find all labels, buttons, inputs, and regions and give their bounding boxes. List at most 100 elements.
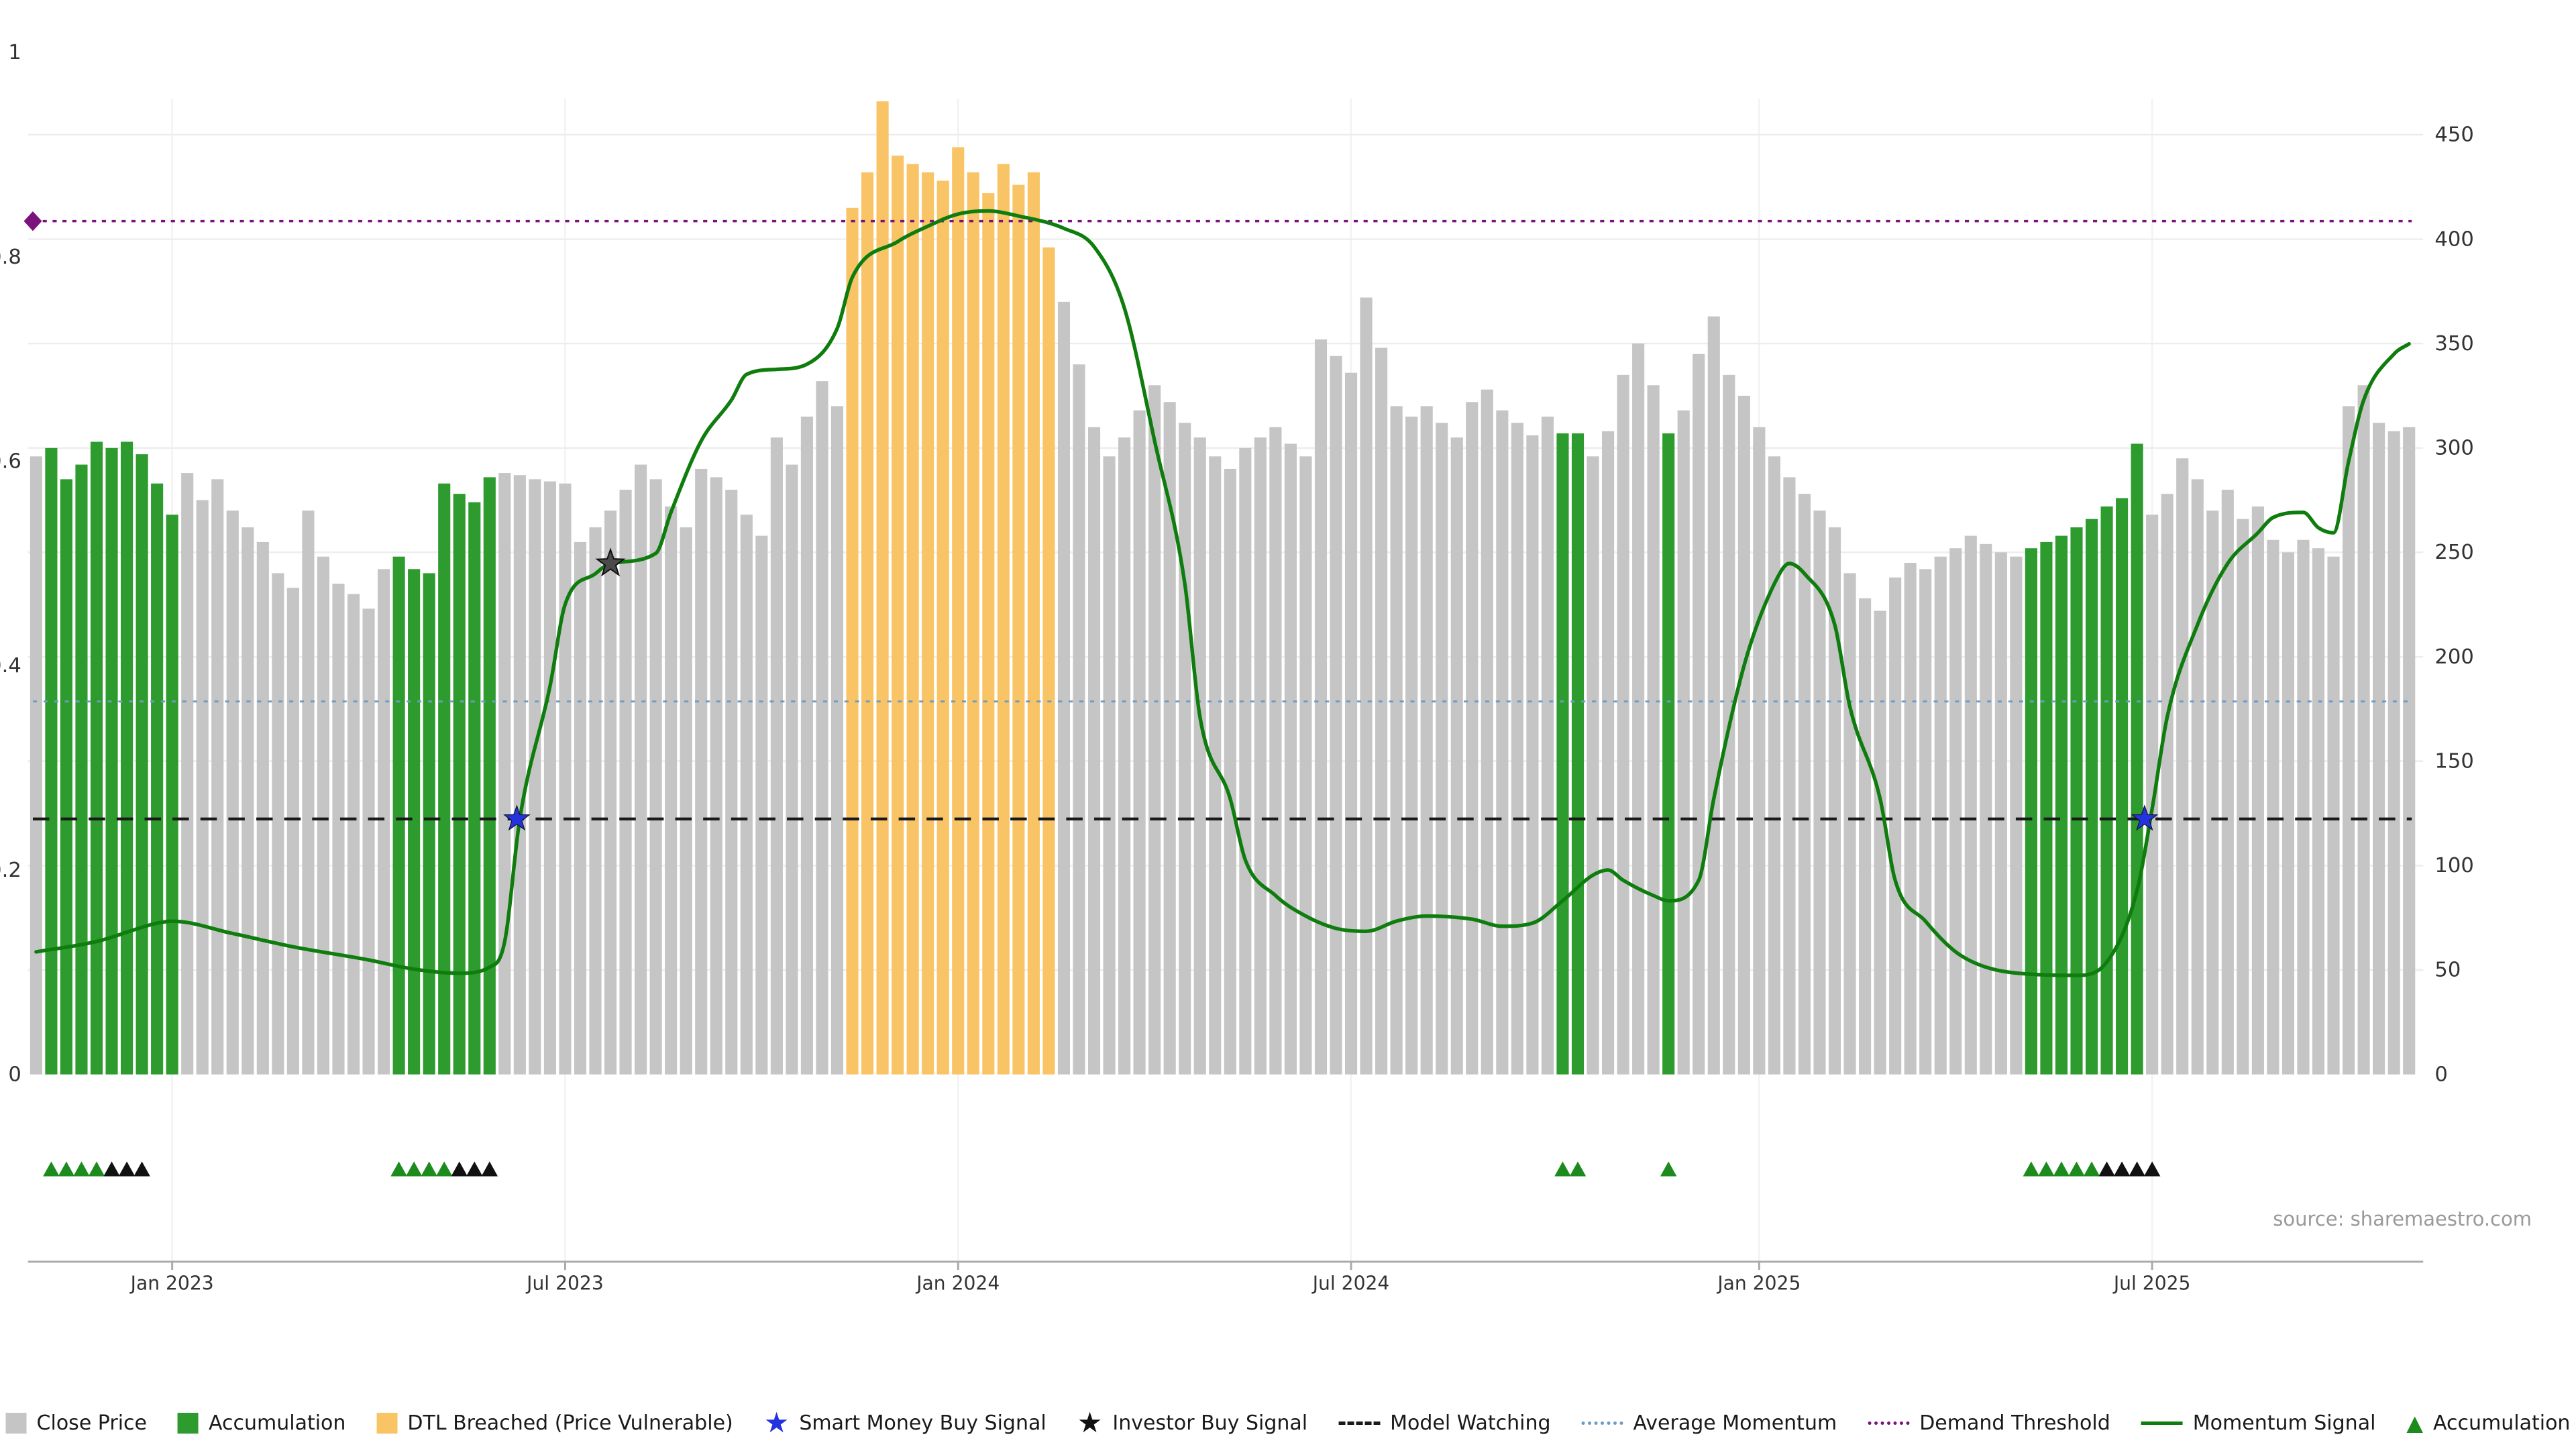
close-price-bar (1299, 456, 1312, 1075)
x-axis-tick-label: Jan 2025 (1716, 1272, 1801, 1294)
right-axis-tick-label: 400 (2434, 227, 2473, 251)
accumulation-bar (2100, 506, 2113, 1075)
close-price-bar (181, 473, 194, 1075)
close-price-bar (1330, 356, 1342, 1075)
accumulation-marker-black (118, 1161, 136, 1177)
dtl-breached-bar (846, 207, 859, 1075)
close-price-bar (1980, 543, 1992, 1075)
close-price-bar (332, 584, 345, 1075)
close-price-bar (1390, 406, 1403, 1075)
close-price-bar (1163, 402, 1176, 1075)
close-price-bar (286, 588, 299, 1075)
accumulation-marker-green (73, 1161, 90, 1177)
dtl-breached-bar (1042, 247, 1055, 1075)
accumulation-marker-black (103, 1161, 120, 1177)
legend-label-model-watching: Model Watching (1390, 1411, 1551, 1435)
close-price-bar (1239, 447, 1252, 1075)
legend-label-investor: Investor Buy Signal (1112, 1411, 1308, 1435)
close-price-bar (378, 569, 390, 1075)
close-price-bar (2221, 490, 2234, 1075)
close-price-bar (1284, 443, 1297, 1075)
close-price-bar (2191, 479, 2204, 1075)
smart-money-buy-signal-star (2131, 804, 2159, 831)
dtl-breached-bar (952, 147, 965, 1075)
dtl-breached-bar (1012, 184, 1025, 1075)
accumulation-triangle-icon: ▲ (2406, 1410, 2424, 1436)
accumulation-marker-green (421, 1161, 437, 1177)
close-price-bar (362, 608, 375, 1075)
x-axis-tick-label: Jan 2024 (915, 1272, 1000, 1294)
legend-item-smart-money: ★ Smart Money Buy Signal (764, 1409, 1046, 1437)
left-axis-tick-label: 0 (8, 1063, 21, 1086)
close-price-bar (665, 506, 678, 1075)
close-price-bar (1360, 297, 1373, 1075)
close-price-bar (226, 511, 239, 1075)
close-price-bar (816, 381, 828, 1075)
close-price-bar (710, 477, 722, 1075)
close-price-bar (2206, 511, 2219, 1075)
close-price-bar (302, 511, 315, 1075)
right-axis-tick-label: 450 (2434, 123, 2473, 147)
legend-label-smart-money: Smart Money Buy Signal (799, 1411, 1046, 1435)
close-price-bar (2327, 556, 2340, 1075)
dtl-breached-bar (982, 193, 995, 1075)
legend-item-dtl-breached: DTL Breached (Price Vulnerable) (376, 1411, 733, 1435)
accumulation-marker-green (43, 1161, 60, 1177)
accumulation-marker-green (2038, 1161, 2055, 1177)
close-price-bar (755, 535, 768, 1075)
close-price-bar (1783, 477, 1796, 1075)
close-price-bar (1843, 573, 1856, 1075)
accumulation-bar (60, 479, 73, 1075)
accumulation-bar (166, 515, 178, 1075)
legend-item-accumulation-marker: ▲ Accumulation (2406, 1411, 2570, 1435)
right-axis-tick-label: 350 (2434, 332, 2473, 356)
smart-money-buy-signal-star (503, 804, 531, 831)
close-price-bar (1632, 343, 1645, 1075)
close-price-bar (1450, 437, 1463, 1075)
close-price-bar (1889, 577, 1902, 1075)
close-price-bar (2312, 548, 2325, 1075)
dtl-breached-bar (861, 172, 874, 1075)
close-price-bar (1481, 389, 1493, 1075)
close-price-bar (1087, 427, 1101, 1075)
legend: Close Price Accumulation DTL Breached (P… (5, 1409, 2570, 1437)
accumulation-bar (2131, 443, 2143, 1075)
accumulation-bar (1571, 433, 1585, 1075)
close-price-bar (1133, 410, 1146, 1075)
accumulation-marker-black (466, 1161, 483, 1177)
close-price-bar (2343, 406, 2355, 1075)
accumulation-bar (408, 569, 421, 1075)
close-price-bar (559, 483, 572, 1075)
accumulation-marker-green (58, 1161, 75, 1177)
accumulation-bar (1556, 433, 1569, 1075)
close-price-bar (498, 473, 511, 1075)
legend-item-accumulation: Accumulation (178, 1411, 345, 1435)
accumulation-bar (2070, 527, 2083, 1075)
dtl-breached-bar (1027, 172, 1040, 1075)
legend-label-accumulation-marker: Accumulation (2433, 1411, 2571, 1435)
close-price-bar (604, 511, 617, 1075)
accumulation-marker-green (2053, 1161, 2070, 1177)
close-price-bar (1224, 468, 1236, 1075)
close-price-bar (2251, 506, 2264, 1075)
close-price-bar (1103, 456, 1116, 1075)
accumulation-bar (468, 502, 481, 1075)
close-price-bar (1314, 339, 1328, 1075)
x-axis-tick-label: Jul 2025 (2112, 1272, 2191, 1294)
close-price-bar (2387, 431, 2400, 1075)
close-price-bar (1859, 598, 1872, 1075)
close-price-bar (695, 468, 708, 1075)
close-price-bar (1737, 395, 1750, 1075)
right-axis-tick-label: 300 (2434, 437, 2473, 460)
dtl-swatch (376, 1412, 398, 1434)
legend-label-dtl-breached: DTL Breached (Price Vulnerable) (407, 1411, 733, 1435)
close-price-bar (2373, 423, 2385, 1075)
x-axis-tick-label: Jul 2023 (525, 1272, 604, 1294)
close-price-bar (211, 479, 224, 1075)
accumulation-bar (392, 556, 405, 1075)
close-price-bar (543, 481, 556, 1075)
accumulation-bar (423, 573, 435, 1075)
close-price-bar (1436, 423, 1448, 1075)
legend-item-average-momentum: Average Momentum (1581, 1411, 1837, 1435)
